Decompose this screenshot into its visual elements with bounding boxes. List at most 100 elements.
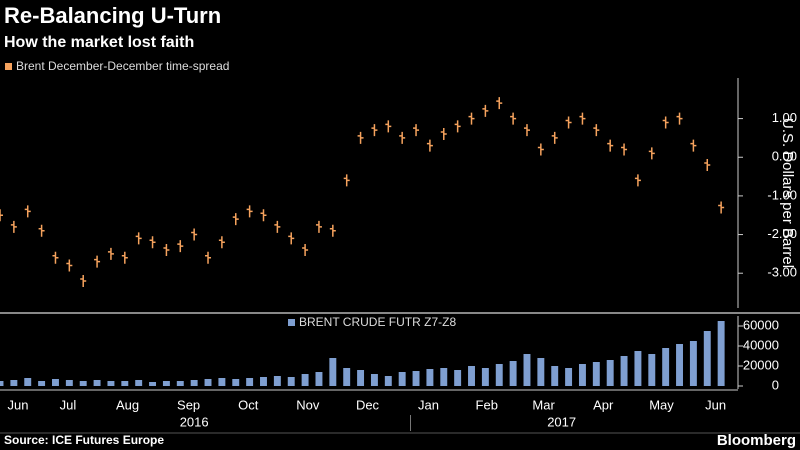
x-tick-label: Jun xyxy=(8,397,29,412)
x-tick-label: Apr xyxy=(593,397,614,412)
volume-bar xyxy=(592,362,600,386)
volume-bar xyxy=(315,372,323,386)
volume-bar xyxy=(717,321,725,386)
price-bar xyxy=(80,274,87,287)
price-bar xyxy=(413,124,420,137)
price-bar xyxy=(0,209,3,222)
volume-bar xyxy=(218,378,226,386)
price-bar xyxy=(482,104,489,117)
price-bar xyxy=(496,97,503,110)
price-bar xyxy=(510,112,517,125)
x-tick-label: Aug xyxy=(116,397,139,412)
price-bar xyxy=(523,124,530,137)
price-bar xyxy=(551,131,558,144)
volume-bar xyxy=(384,376,392,386)
price-bar xyxy=(288,232,295,245)
price-bar xyxy=(704,158,711,171)
price-bar xyxy=(10,220,17,233)
volume-bar xyxy=(481,368,489,386)
price-bar xyxy=(135,232,142,245)
volume-bar xyxy=(551,366,559,386)
legend-label: Brent December-December time-spread xyxy=(16,59,229,73)
volume-bar xyxy=(454,370,462,386)
volume-bar xyxy=(370,374,378,386)
x-tick-label: Feb xyxy=(476,397,498,412)
volume-bar xyxy=(537,358,545,386)
price-bar xyxy=(94,255,101,268)
x-tick-label: Sep xyxy=(177,397,200,412)
price-bar xyxy=(149,236,156,249)
volume-bar xyxy=(260,377,267,386)
price-bar xyxy=(718,201,725,214)
price-bar xyxy=(107,247,114,260)
price-bar xyxy=(218,236,225,249)
price-bar xyxy=(163,244,170,257)
price-bar xyxy=(468,112,475,125)
price-bar xyxy=(177,240,184,253)
y-tick-label: -3.00 xyxy=(767,265,797,280)
volume-bar xyxy=(107,381,115,386)
volume-bar xyxy=(648,354,656,386)
volume-bar xyxy=(523,354,531,386)
legend-label: BRENT CRUDE FUTR Z7-Z8 xyxy=(299,315,456,329)
volume-bar xyxy=(578,364,586,386)
chart-subtitle: How the market lost faith xyxy=(4,34,194,51)
volume-bar xyxy=(121,381,129,386)
volume-bar xyxy=(689,341,697,386)
volume-bar xyxy=(190,380,198,386)
price-bar xyxy=(329,224,336,237)
volume-bar xyxy=(634,351,642,386)
price-bar xyxy=(315,220,322,233)
price-bar xyxy=(621,143,628,156)
volume-bar xyxy=(10,380,18,386)
volume-bar xyxy=(329,358,337,386)
price-bar xyxy=(634,174,641,187)
volume-bar xyxy=(204,379,212,386)
price-bar xyxy=(260,209,267,222)
volume-bar xyxy=(301,374,309,386)
x-tick-label: Jun xyxy=(705,397,726,412)
y-axis-label: U.S. Dollars per Barrel xyxy=(779,118,796,268)
volume-bar xyxy=(426,369,434,386)
volume-bar xyxy=(79,381,87,386)
price-bar xyxy=(274,220,281,233)
volume-bar xyxy=(38,381,46,386)
price-bar xyxy=(676,112,683,125)
chart-title: Re-Balancing U-Turn xyxy=(4,3,221,28)
volume-bar xyxy=(135,380,143,386)
price-bar xyxy=(66,259,73,272)
price-bar xyxy=(24,205,31,218)
price-bar xyxy=(302,244,309,257)
year-label: 2017 xyxy=(547,414,576,429)
volume-bar xyxy=(93,380,101,386)
brand: Bloomberg xyxy=(717,432,796,449)
price-bar xyxy=(357,131,364,144)
price-bar xyxy=(38,224,45,237)
y2-tick-label: 0 xyxy=(772,377,779,392)
volume-bar xyxy=(176,381,184,386)
volume-bar xyxy=(620,356,628,386)
volume-bar xyxy=(273,376,281,386)
price-bar xyxy=(371,124,378,137)
volume-bar xyxy=(287,377,295,386)
price-bar xyxy=(246,205,253,218)
volume-bar xyxy=(468,366,475,386)
volume-bar xyxy=(343,368,351,386)
price-bar xyxy=(343,174,350,187)
volume-bar xyxy=(0,381,4,386)
x-tick-label: Mar xyxy=(532,397,555,412)
price-bar xyxy=(385,120,392,133)
x-tick-label: Nov xyxy=(296,397,320,412)
y-tick-label: 0.00 xyxy=(772,149,797,164)
volume-bar xyxy=(398,372,406,386)
price-bar xyxy=(593,124,600,137)
price-bar xyxy=(454,120,461,133)
y-tick-label: -1.00 xyxy=(767,187,797,202)
volume-bar xyxy=(357,370,365,386)
x-tick-label: Oct xyxy=(238,397,259,412)
legend-swatch xyxy=(288,319,295,326)
volume-bar xyxy=(495,364,503,386)
x-tick-label: Dec xyxy=(356,397,380,412)
price-bar xyxy=(399,131,406,144)
